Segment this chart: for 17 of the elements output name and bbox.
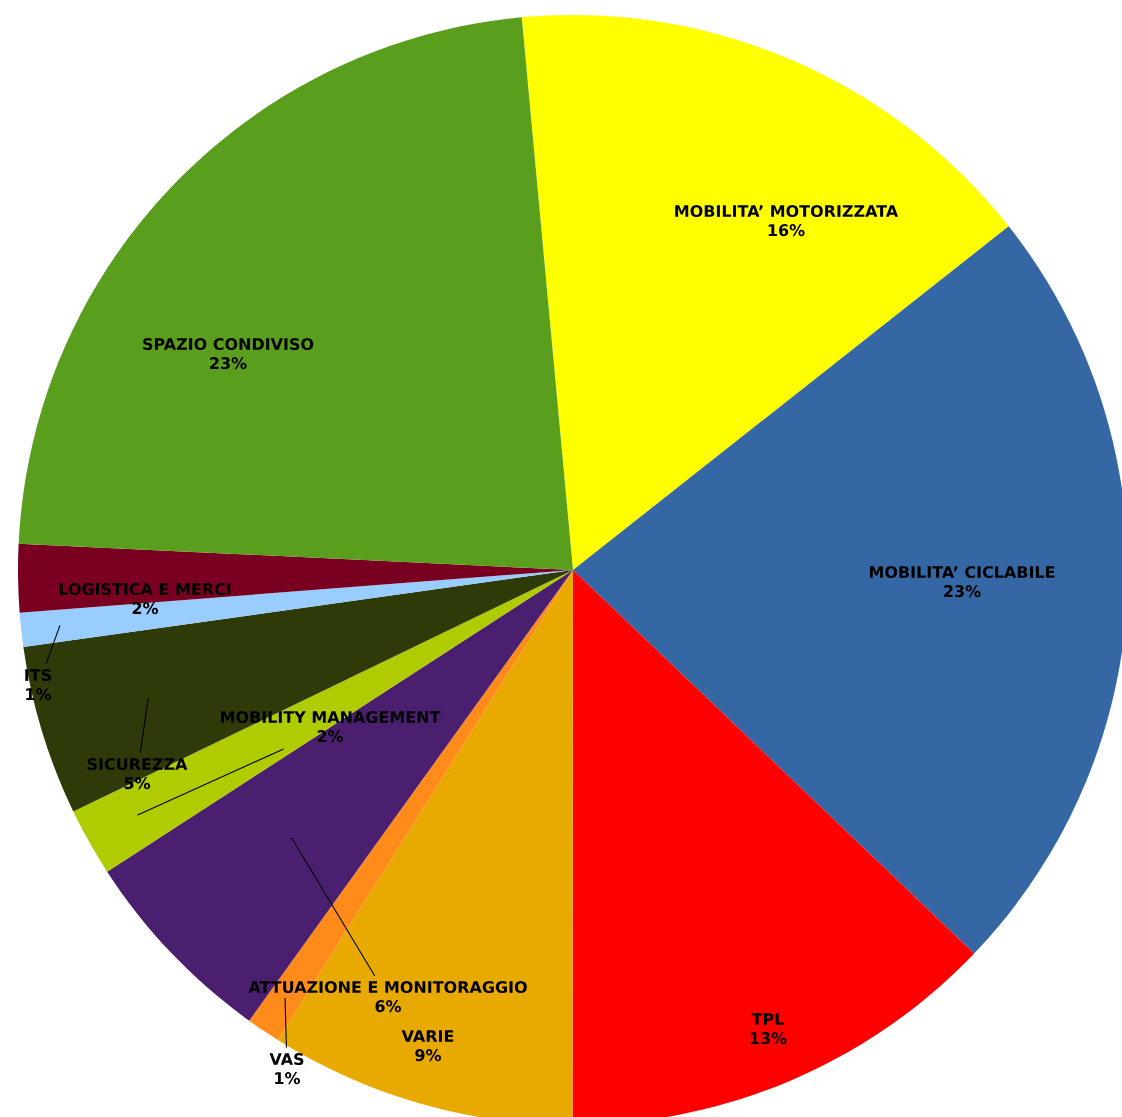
data-label: 6%: [375, 1000, 402, 1013]
data-label: 1%: [275, 1072, 301, 1085]
slice-label: LOGISTICA E MERCI: [59, 583, 231, 596]
slice-label: TPL: [751, 1013, 784, 1025]
slice-label: MOBILITA’ CICLABILE: [869, 566, 1055, 579]
data-label: 2%: [132, 602, 159, 615]
data-label: 23%: [944, 585, 981, 598]
slice-label: VAS: [269, 1053, 304, 1066]
slice-label: VARIE: [401, 1030, 454, 1042]
data-label: 13%: [750, 1032, 787, 1045]
slice-label: SPAZIO CONDIVISO: [143, 338, 314, 351]
slice-label: MOBILITA’ MOTORIZZATA: [675, 205, 899, 218]
data-label: 5%: [124, 777, 151, 790]
data-label: 16%: [768, 224, 805, 237]
data-label: 9%: [415, 1049, 442, 1062]
data-label: 2%: [317, 730, 344, 743]
data-label: 23%: [210, 357, 247, 370]
